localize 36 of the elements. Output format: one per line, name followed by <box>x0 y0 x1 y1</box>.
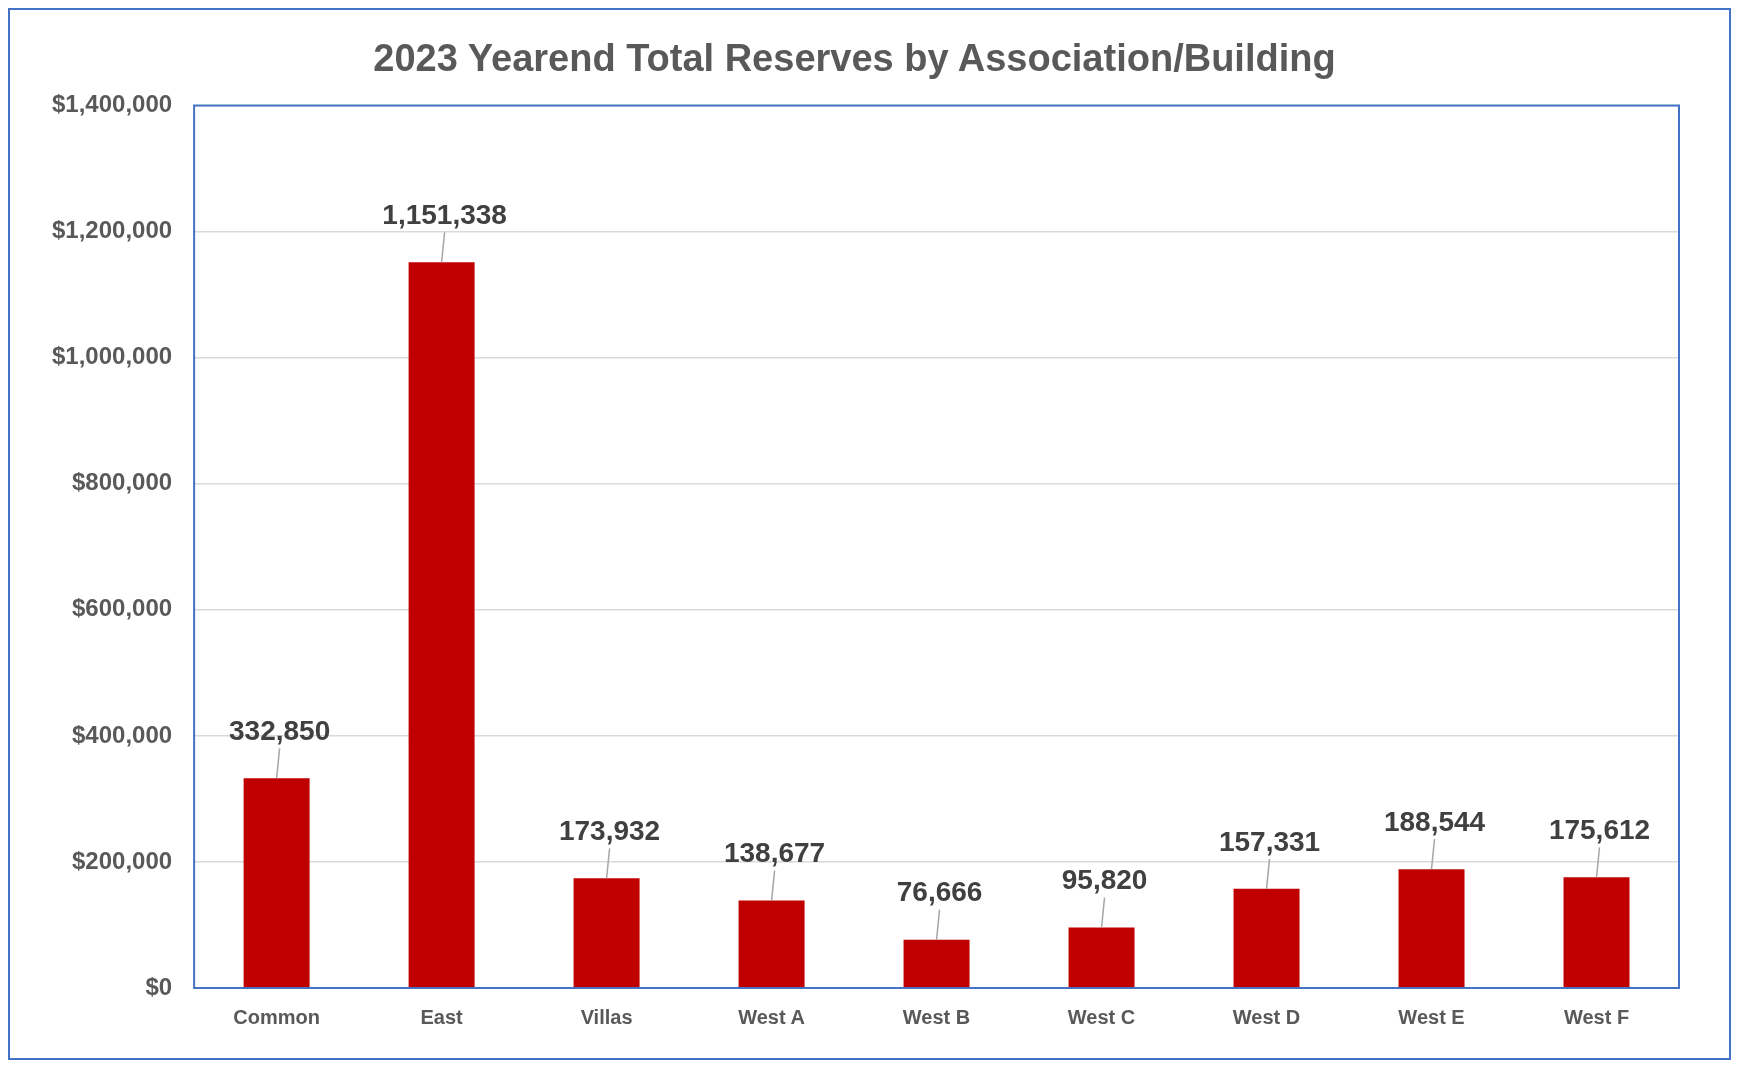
x-tick-label: East <box>420 1005 464 1028</box>
bar <box>408 262 475 988</box>
x-tick-label: West D <box>1232 1005 1301 1028</box>
data-label: 95,820 <box>1061 864 1148 896</box>
bar <box>573 878 640 988</box>
data-label: 76,666 <box>896 876 983 908</box>
y-tick-label: $1,200,000 <box>51 216 173 244</box>
x-tick-label: West E <box>1398 1005 1465 1028</box>
data-label: 173,932 <box>558 815 661 847</box>
y-tick-label: $600,000 <box>72 594 173 622</box>
x-tick-label: West A <box>738 1005 805 1028</box>
bar <box>903 939 970 988</box>
bar <box>1068 927 1135 988</box>
x-tick-label: West C <box>1067 1005 1136 1028</box>
bar <box>1233 888 1300 988</box>
data-label: 175,612 <box>1548 814 1651 846</box>
x-tick-label: West F <box>1563 1005 1630 1028</box>
bar <box>243 778 310 988</box>
data-label: 1,151,338 <box>382 199 507 231</box>
y-tick-label: $1,400,000 <box>51 90 173 118</box>
bar <box>1563 877 1630 988</box>
y-tick-label: $0 <box>145 972 173 1000</box>
x-tick-label: Villas <box>580 1005 633 1028</box>
y-tick-label: $800,000 <box>72 468 173 496</box>
data-label: 138,677 <box>723 837 826 869</box>
bar <box>1398 869 1465 988</box>
chart-title: 2023 Yearend Total Reserves by Association/Building <box>373 37 1336 80</box>
y-tick-label: $400,000 <box>72 720 173 748</box>
data-label: 188,544 <box>1383 805 1486 837</box>
y-tick-label: $1,000,000 <box>51 342 173 370</box>
data-label: 332,850 <box>229 714 331 746</box>
x-tick-label: Common <box>233 1005 320 1028</box>
bar <box>738 900 805 988</box>
data-label: 157,331 <box>1218 825 1321 857</box>
x-tick-label: West B <box>902 1005 971 1028</box>
y-tick-label: $200,000 <box>72 846 173 874</box>
